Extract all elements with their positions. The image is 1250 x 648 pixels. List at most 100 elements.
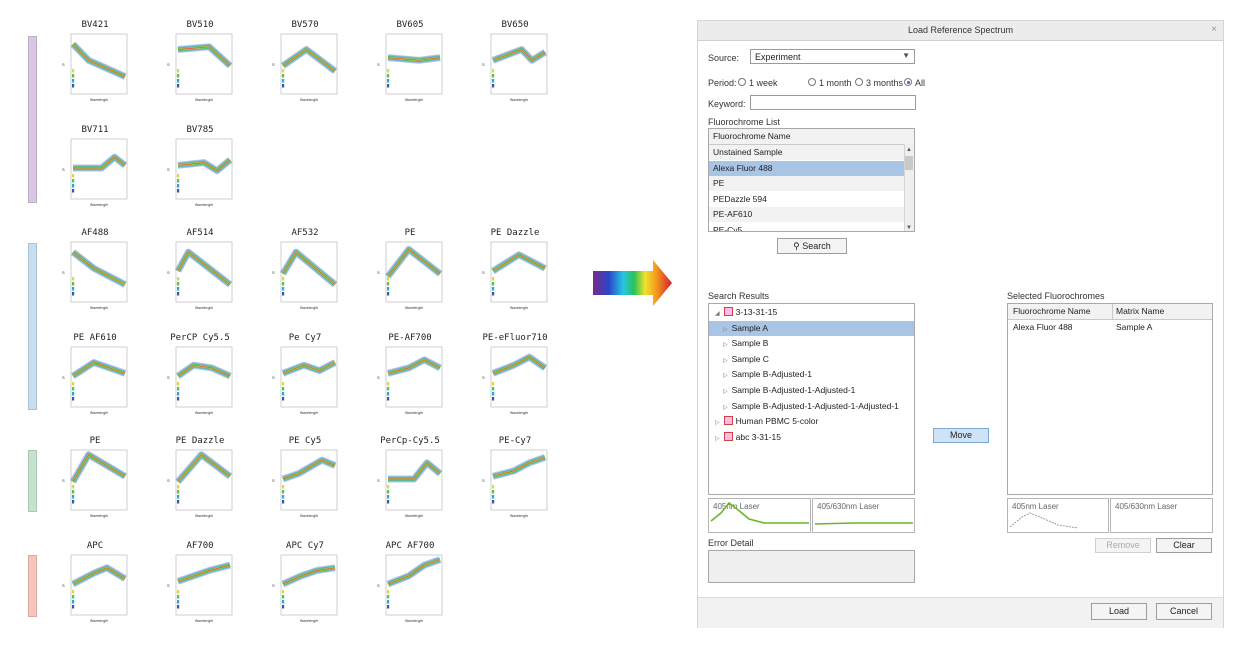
keyword-input[interactable] [750, 95, 916, 110]
cancel-button[interactable]: Cancel [1156, 603, 1212, 620]
spectrum-title: BV421 [81, 20, 109, 30]
expanded-icon[interactable]: ◢ [715, 311, 720, 317]
fluorochrome-scrollbar[interactable]: ▲ ▼ [904, 144, 914, 231]
close-icon[interactable]: × [1211, 24, 1217, 35]
period-label: Period: [708, 78, 737, 88]
spectrum-title: PE [404, 228, 416, 238]
spectrum-chart: S Wavelength [62, 138, 128, 207]
svg-text:S: S [167, 375, 170, 380]
spectrum-title: AF514 [186, 228, 214, 238]
svg-text:Wavelength: Wavelength [90, 619, 108, 623]
svg-text:S: S [167, 270, 170, 275]
list-item[interactable]: PE-AF610 [709, 207, 905, 222]
spectrum-plot: BV785 S Wavelength [165, 125, 235, 207]
spectrum-chart: S Wavelength [377, 346, 443, 415]
expand-icon[interactable]: ▷ [715, 435, 720, 442]
tree-item[interactable]: ▷ Sample B-Adjusted-1-Adjusted-1-Adjusted… [709, 399, 914, 414]
spectrum-plot: BV570 S Wavelength [270, 20, 340, 102]
tree-item-label: Sample B [731, 338, 769, 349]
expand-icon[interactable]: ▷ [723, 389, 728, 395]
spectrum-plot: PE-AF700 S Wavelength [375, 333, 445, 415]
tree-item-label: Sample C [731, 353, 769, 364]
spectrum-title: AF700 [186, 541, 214, 551]
spectrum-title: PE-eFluor710 [482, 333, 548, 343]
tree-item[interactable]: ▷ Sample B-Adjusted-1-Adjusted-1 [709, 383, 914, 398]
svg-text:Wavelength: Wavelength [300, 514, 318, 518]
spectrum-title: PE-AF700 [388, 333, 432, 343]
expand-icon[interactable]: ▷ [715, 420, 720, 427]
tree-item[interactable]: ▷ Sample A [709, 320, 914, 336]
svg-text:Wavelength: Wavelength [90, 203, 108, 207]
spectrum-title: APC Cy7 [286, 541, 324, 551]
fluorochrome-header-label: Fluorochrome Name [713, 131, 791, 141]
svg-text:Wavelength: Wavelength [195, 411, 213, 415]
fluorochrome-list[interactable]: Fluorochrome Name Unstained Sample Alexa … [708, 128, 915, 232]
spectrum-title: PE Dazzle [175, 436, 225, 446]
svg-text:Wavelength: Wavelength [405, 619, 423, 623]
tree-item[interactable]: ▷ Sample B [709, 336, 914, 351]
spectrum-chart: S Wavelength [482, 241, 548, 310]
svg-text:S: S [272, 270, 275, 275]
error-detail-label: Error Detail [708, 538, 754, 548]
svg-text:Wavelength: Wavelength [510, 98, 528, 102]
expand-icon[interactable]: ▷ [723, 326, 728, 333]
svg-text:S: S [482, 62, 485, 67]
laser-plot-left-2: 405/630nm Laser [812, 498, 915, 533]
clear-button[interactable]: Clear [1156, 538, 1212, 553]
svg-text:S: S [377, 62, 380, 67]
spectrum-chart: S Wavelength [482, 33, 548, 102]
search-button[interactable]: ⚲ Search [777, 238, 847, 254]
spectrum-plot: AF488 S Wavelength [60, 228, 130, 310]
svg-text:Wavelength: Wavelength [195, 306, 213, 310]
tree-group-item[interactable]: ▷ Human PBMC 5-color [709, 414, 914, 429]
source-dropdown[interactable]: Experiment ▼ [750, 49, 915, 64]
svg-text:Wavelength: Wavelength [510, 411, 528, 415]
table-row[interactable]: Alexa Fluor 488 Sample A [1008, 320, 1212, 335]
list-item[interactable]: Alexa Fluor 488 [709, 160, 905, 176]
laser-plot-line [710, 501, 809, 524]
expand-icon[interactable]: ▷ [723, 404, 728, 411]
fluorochrome-list-label: Fluorochrome List [708, 117, 781, 127]
remove-button-label: Remove [1106, 540, 1140, 550]
spectrum-chart: S Wavelength [62, 33, 128, 102]
spectrum-plot: Pe Cy7 S Wavelength [270, 333, 340, 415]
laser-label: 405/630nm Laser [817, 502, 880, 511]
load-button[interactable]: Load [1091, 603, 1147, 620]
dialog-title: Load Reference Spectrum [907, 25, 1014, 35]
spectrum-title: APC AF700 [385, 541, 435, 551]
laser-plot-right-1: 405nm Laser [1007, 498, 1109, 533]
laser-plot-right-2: 405/630nm Laser [1110, 498, 1213, 533]
list-item[interactable]: Unstained Sample [709, 145, 905, 160]
period-option-label: 1 month [819, 78, 852, 88]
source-label: Source: [708, 53, 740, 63]
selected-fluorochromes-table[interactable]: Fluorochrome Name Matrix Name Alexa Fluo… [1007, 303, 1213, 495]
tree-group-item[interactable]: ◢ 3-13-31-15 [709, 305, 914, 320]
chevron-down-icon: ▼ [902, 51, 910, 60]
list-item[interactable]: PE-Cy5 [713, 224, 743, 232]
expand-icon[interactable]: ▷ [723, 357, 728, 364]
blue-group-strip [28, 243, 37, 410]
expand-icon[interactable]: ▷ [723, 342, 728, 349]
spectrum-title: BV650 [501, 20, 529, 30]
remove-button[interactable]: Remove [1095, 538, 1151, 553]
laser-label: 405/630nm Laser [1115, 502, 1178, 511]
expand-icon[interactable]: ▷ [723, 373, 728, 380]
period-radio[interactable] [855, 78, 863, 86]
search-results-tree[interactable]: ◢ 3-13-31-15 ▷ Sample A ▷ Sample B ▷ Sample C ▷ S… [708, 303, 915, 495]
period-radio[interactable] [808, 78, 816, 86]
move-button[interactable]: Move [933, 428, 989, 443]
list-item[interactable]: PEDazzle 594 [713, 193, 767, 204]
period-radio[interactable] [738, 78, 746, 86]
period-radio[interactable] [904, 78, 912, 86]
tree-item[interactable]: ▷ Sample C [709, 352, 914, 367]
spectrum-title: Pe Cy7 [288, 333, 322, 343]
spectrum-plot: PE S Wavelength [375, 228, 445, 310]
spectrum-plot: PerCP Cy5.5 S Wavelength [165, 333, 235, 415]
tree-group-item[interactable]: ▷ abc 3-31-15 [709, 430, 914, 445]
list-item[interactable]: PE [709, 176, 905, 191]
laser-plot-line [814, 522, 913, 525]
tree-item[interactable]: ▷ Sample B-Adjusted-1 [709, 367, 914, 382]
spectrum-plot: PE-Cy7 S Wavelength [480, 436, 550, 518]
spectrum-plot: BV421 S Wavelength [60, 20, 130, 102]
tree-item-label: abc 3-31-15 [735, 431, 781, 442]
